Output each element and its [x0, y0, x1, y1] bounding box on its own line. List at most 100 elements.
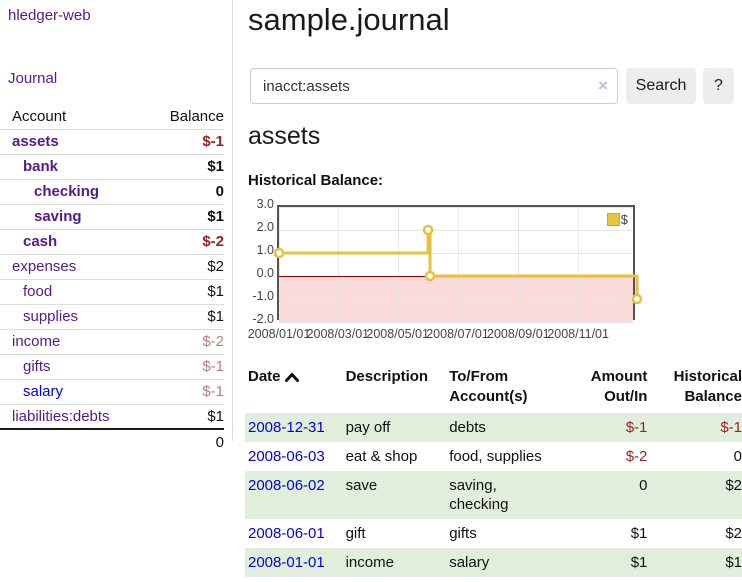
x-axis-tick-label: 2008/05/01: [366, 327, 429, 341]
legend-label: $: [620, 212, 628, 227]
chart-plot-area: $: [273, 205, 643, 323]
account-balance: 0: [149, 178, 224, 204]
brand-link[interactable]: hledger-web: [8, 7, 91, 24]
balance-column-header: Balance: [169, 107, 224, 125]
transaction-row: 2008-06-03 eat & shop food, supplies $-2…: [245, 442, 742, 471]
transaction-date-link[interactable]: 2008-01-01: [248, 554, 325, 571]
clear-search-icon[interactable]: ×: [598, 76, 608, 95]
transaction-amount: 0: [639, 477, 648, 494]
transaction-accounts: gifts: [449, 525, 477, 542]
transaction-description: eat & shop: [345, 448, 418, 465]
total-balance: 0: [149, 428, 224, 454]
search-input[interactable]: [250, 68, 618, 104]
account-balance: $-1: [149, 128, 224, 154]
transaction-accounts: food, supplies: [449, 448, 542, 465]
data-point-marker: [631, 293, 643, 305]
account-row-saving: saving $1: [0, 203, 224, 229]
data-point-marker: [273, 247, 285, 259]
transaction-row: 2008-06-02 save saving, checking 0 $2: [245, 471, 742, 519]
account-link-food[interactable]: food: [23, 283, 53, 300]
sort-ascending-icon: [284, 373, 299, 382]
transaction-date-link[interactable]: 2008-06-01: [248, 525, 325, 542]
account-row-salary: salary $-1: [0, 378, 224, 404]
main-content: sample.journal × Search ? assets Histori…: [245, 0, 742, 582]
account-balance: $1: [149, 403, 224, 429]
account-link-gifts[interactable]: gifts: [23, 358, 51, 375]
column-header-accounts: To/From Account(s): [449, 368, 528, 405]
account-link-checking[interactable]: checking: [34, 183, 100, 200]
help-button[interactable]: ?: [703, 68, 734, 104]
register-header-row: Date Description To/From Account(s) Amoun…: [245, 363, 742, 413]
search-bar: × Search ?: [248, 68, 742, 104]
x-axis-tick-label: 2008/07/01: [426, 327, 489, 341]
account-row-liabilities-debts: liabilities:debts $1: [0, 403, 224, 429]
account-column-header: Account: [12, 107, 67, 125]
account-row-checking: checking 0: [0, 178, 224, 204]
transaction-amount: $1: [630, 525, 648, 542]
account-link-bank[interactable]: bank: [23, 158, 59, 175]
account-link-liabilities-debts[interactable]: liabilities:debts: [12, 407, 110, 425]
transaction-date-link[interactable]: 2008-06-03: [248, 448, 325, 465]
account-heading: assets: [248, 122, 321, 150]
transaction-row: 2008-06-01 gift gifts $1 $2: [245, 519, 742, 548]
register-table: Date Description To/From Account(s) Amoun…: [245, 363, 742, 577]
page-title: sample.journal: [248, 2, 450, 37]
x-axis-tick-label: 2008/03/01: [306, 327, 370, 341]
search-button[interactable]: Search: [626, 68, 696, 104]
account-row-expenses: expenses $2: [0, 253, 224, 279]
transaction-date-link[interactable]: 2008-06-02: [248, 477, 325, 494]
account-link-salary[interactable]: salary: [23, 383, 64, 400]
transaction-accounts: salary: [449, 554, 490, 571]
y-axis-tick-label: 0.0: [256, 266, 274, 280]
transaction-amount: $-1: [625, 419, 648, 436]
account-link-saving[interactable]: saving: [34, 208, 82, 225]
account-row-food: food $1: [0, 278, 224, 304]
column-header-description: Description: [345, 368, 429, 385]
transaction-amount: $-2: [625, 448, 648, 465]
transaction-balance: $-1: [720, 419, 742, 436]
y-axis-tick-label: -2.0: [252, 312, 274, 326]
y-axis-tick-label: -1.0: [252, 289, 274, 303]
account-row-assets: assets $-1: [0, 128, 224, 154]
account-link-assets[interactable]: assets: [12, 133, 59, 150]
account-balance: $1: [149, 303, 224, 329]
balance-series-line: [273, 224, 643, 305]
transaction-balance: 0: [733, 448, 742, 465]
sidebar: hledger-web Journal Account Balance asse…: [0, 0, 233, 454]
chart-title: Historical Balance:: [248, 172, 384, 189]
account-balance: $-1: [149, 378, 224, 404]
account-link-supplies[interactable]: supplies: [23, 308, 79, 325]
transaction-accounts: saving, checking: [449, 477, 509, 513]
transaction-balance: $2: [725, 477, 742, 494]
account-balance: $1: [149, 153, 224, 179]
account-balance: $-2: [149, 228, 224, 254]
account-link-income[interactable]: income: [12, 333, 61, 350]
transaction-balance: $2: [725, 525, 742, 542]
data-point-marker: [422, 224, 434, 236]
account-balance: $1: [149, 203, 224, 229]
account-balance-table: Account Balance assets $-1 bank $1 checkin…: [0, 104, 224, 454]
column-header-date[interactable]: Date: [245, 363, 343, 413]
chart-legend: $: [606, 212, 628, 227]
historical-balance-chart: $ 3.0 2.0 1.0 0.0 -1.0 -2.0 2008/01/01 2008/03/…: [248, 197, 742, 341]
account-balance: $1: [149, 278, 224, 304]
column-header-historical-balance: Historical Balance: [673, 368, 742, 405]
transaction-row: 2008-12-31 pay off debts $-1 $-1: [245, 413, 742, 442]
account-balance: $-2: [149, 328, 224, 354]
data-point-marker: [424, 270, 436, 282]
account-link-expenses[interactable]: expenses: [12, 258, 77, 275]
x-axis-tick-label: 2008/11/01: [547, 327, 609, 341]
transaction-accounts: debts: [449, 419, 486, 436]
account-link-cash[interactable]: cash: [23, 233, 58, 250]
account-total-row: 0: [0, 428, 224, 454]
account-table-header: Account Balance: [0, 104, 224, 129]
transaction-date-link[interactable]: 2008-12-31: [248, 419, 325, 436]
account-row-supplies: supplies $1: [0, 303, 224, 329]
column-header-amount: Amount Out/In: [590, 368, 648, 405]
transaction-balance: $1: [725, 554, 742, 571]
account-balance: $-1: [149, 353, 224, 379]
account-row-cash: cash $-2: [0, 228, 224, 254]
sidebar-item-journal[interactable]: Journal: [8, 70, 58, 87]
account-balance: $2: [149, 253, 224, 279]
transaction-amount: $1: [630, 554, 648, 571]
